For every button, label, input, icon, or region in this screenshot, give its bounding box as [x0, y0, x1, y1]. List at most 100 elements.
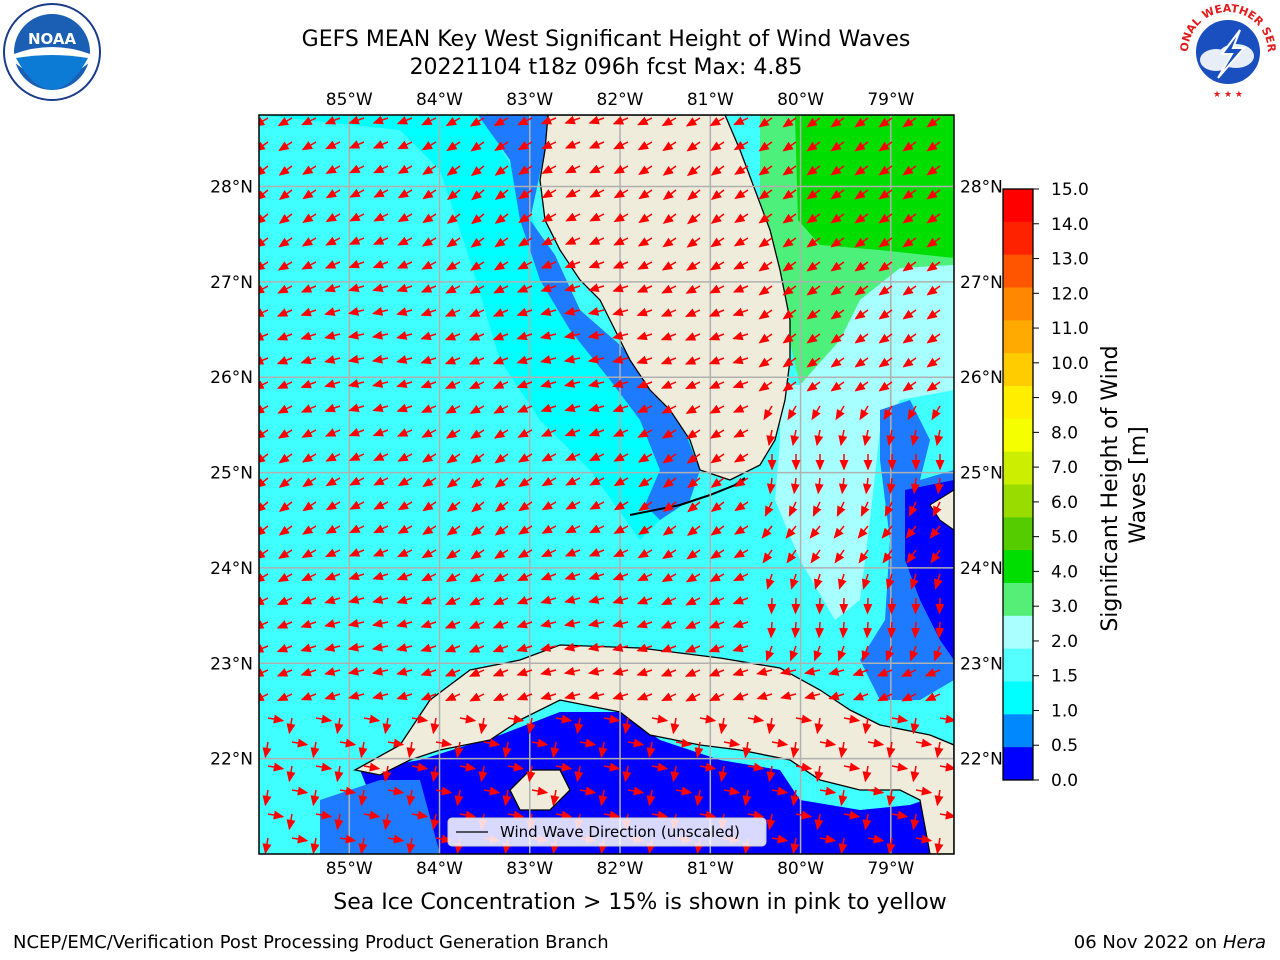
wave-arrow: [541, 140, 557, 150]
wave-arrow: [638, 477, 653, 488]
wave-arrow: [758, 333, 773, 344]
colorbar-tick-label: 13.0: [1051, 250, 1089, 270]
wave-arrow: [493, 596, 509, 606]
wave-arrow: [638, 501, 653, 512]
wave-arrow: [862, 813, 872, 831]
wave-arrow: [277, 284, 293, 294]
wave-arrow: [613, 164, 629, 174]
wave-arrow: [492, 356, 509, 365]
wave-arrow: [259, 453, 269, 464]
wave-arrow: [806, 381, 821, 392]
wave-arrow: [349, 524, 365, 534]
wave-arrow: [771, 738, 789, 748]
lon-tick-bottom: 85°W: [326, 859, 373, 879]
wave-arrow: [636, 404, 653, 413]
wave-arrow: [813, 573, 823, 590]
wave-arrow: [493, 261, 509, 271]
colorbar-tick-label: 10.0: [1051, 354, 1089, 374]
wave-arrow: [637, 549, 653, 559]
wave-arrow: [684, 668, 701, 677]
wave-arrow: [854, 189, 869, 200]
wave-arrow: [795, 714, 813, 724]
wave-arrow: [789, 645, 799, 662]
wave-arrow: [934, 789, 944, 807]
wave-arrow: [259, 165, 269, 177]
wave-arrow: [732, 284, 749, 293]
wave-arrow: [259, 356, 269, 365]
wave-arrow: [589, 452, 605, 461]
wave-arrow: [789, 573, 799, 590]
wave-arrow: [516, 379, 533, 389]
wave-arrow: [454, 789, 464, 807]
wave-arrow: [493, 117, 509, 127]
wave-arrow: [300, 619, 317, 629]
wave-arrow: [613, 501, 629, 511]
wave-arrow: [334, 765, 344, 783]
wave-arrow: [278, 453, 293, 464]
wave-arrow: [373, 500, 389, 510]
wave-arrow: [885, 645, 895, 662]
wave-arrow: [694, 789, 704, 807]
map-frame: [258, 114, 955, 855]
wave-arrow: [324, 116, 341, 125]
wave-arrow: [795, 762, 813, 772]
wave-arrow: [420, 667, 437, 677]
wave-arrow: [854, 285, 869, 296]
wave-arrow: [406, 741, 416, 759]
wave-arrow: [371, 354, 389, 364]
wave-arrow: [262, 741, 272, 759]
wave-arrow: [867, 738, 885, 748]
wave-arrow: [302, 213, 317, 224]
wave-arrow: [734, 213, 749, 224]
wave-arrow: [348, 259, 365, 269]
wave-arrow: [790, 429, 800, 447]
wave-arrow: [902, 381, 917, 392]
wave-arrow: [858, 549, 869, 564]
wave-arrow: [276, 356, 293, 365]
wave-arrow: [325, 212, 341, 223]
wave-arrow: [766, 477, 776, 495]
wave-arrow: [444, 644, 461, 653]
lat-tick-right: 24°N: [960, 559, 1003, 579]
wave-arrow: [637, 453, 653, 463]
wave-arrow: [446, 477, 461, 489]
wave-arrow: [302, 477, 317, 488]
wave-arrow: [806, 333, 821, 344]
wave-arrow: [540, 595, 557, 605]
wave-arrow: [732, 331, 749, 341]
wave-arrow: [723, 738, 741, 748]
wave-arrow: [926, 309, 941, 320]
wave-arrow: [267, 810, 285, 820]
wave-arrow: [397, 477, 413, 487]
wave-arrow: [526, 717, 536, 735]
wave-arrow: [900, 668, 917, 677]
wave-arrow: [787, 405, 797, 421]
wave-arrow: [684, 356, 701, 365]
wave-arrow: [613, 236, 629, 246]
wave-arrow: [539, 331, 557, 340]
wave-arrow: [395, 643, 413, 652]
wave-arrow: [588, 427, 605, 437]
wave-arrow: [588, 403, 605, 413]
wave-arrow: [852, 692, 869, 701]
wave-arrow: [446, 165, 461, 176]
wave-arrow: [790, 789, 800, 807]
wave-arrow: [686, 261, 701, 271]
wave-arrow: [363, 762, 381, 772]
wave-arrow: [446, 189, 461, 201]
wave-arrow: [852, 667, 869, 677]
wave-arrow: [926, 141, 941, 152]
wave-arrow: [348, 571, 365, 581]
wave-arrow: [627, 786, 645, 796]
wave-arrow: [277, 404, 293, 414]
wave-arrow: [603, 714, 621, 724]
wave-arrow: [469, 596, 485, 606]
wave-arrow: [541, 164, 557, 174]
wave-arrow: [259, 404, 269, 414]
wave-arrow: [540, 691, 557, 701]
wave-arrow: [339, 738, 357, 748]
lat-tick-right: 26°N: [960, 368, 1003, 388]
wave-arrow: [878, 117, 893, 128]
wave-arrow: [421, 141, 437, 151]
wave-arrow: [612, 307, 629, 317]
